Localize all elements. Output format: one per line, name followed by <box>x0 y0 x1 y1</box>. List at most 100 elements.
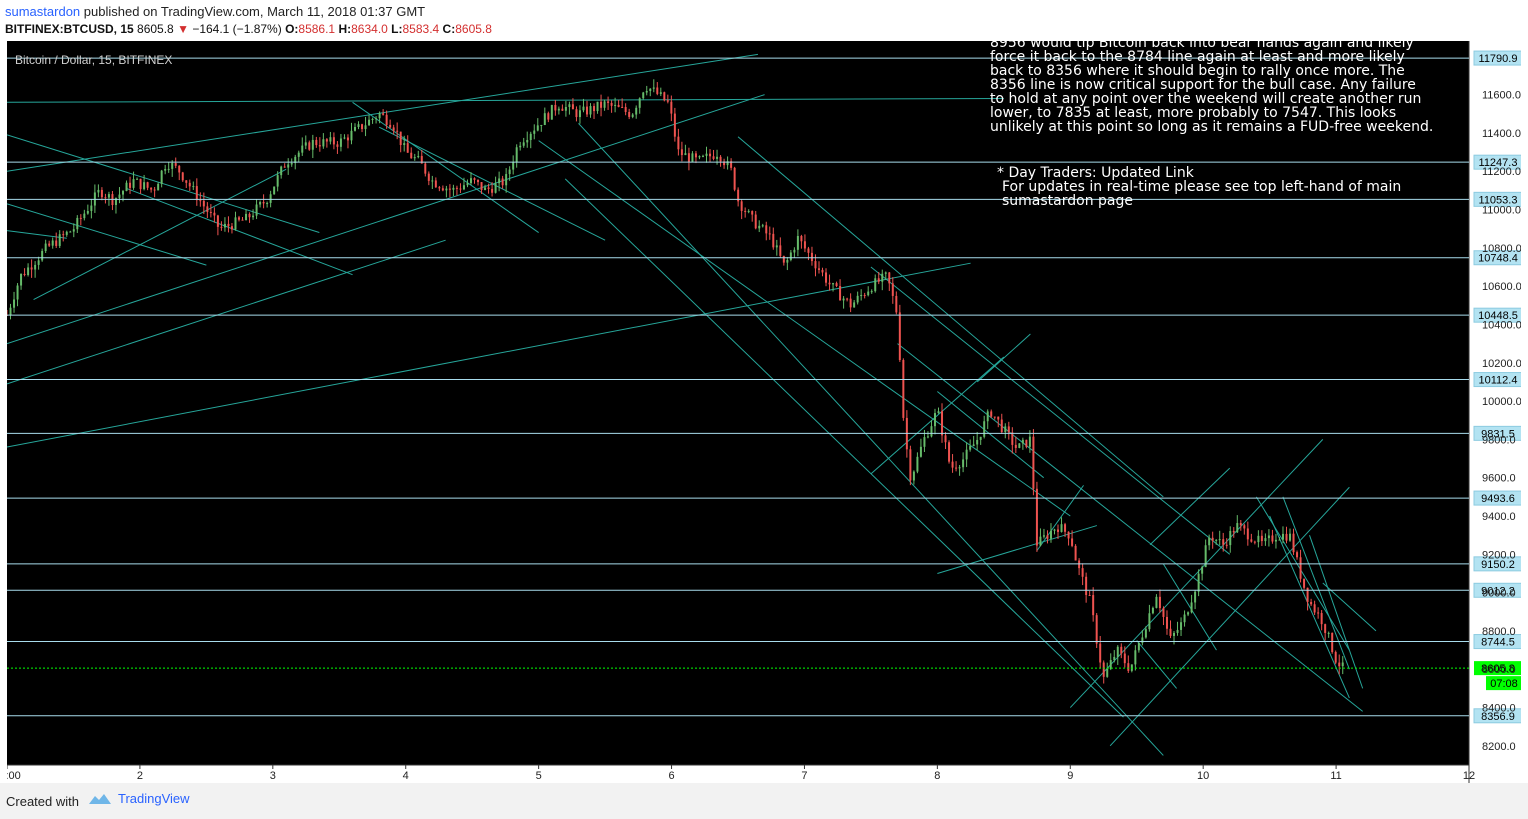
candle-body <box>687 153 690 162</box>
down-arrow-icon: ▼ <box>177 22 189 36</box>
candle-body <box>874 278 877 292</box>
candle-body <box>237 217 240 220</box>
candle-body <box>487 187 490 189</box>
candle-body <box>571 104 574 110</box>
candle-body <box>1151 607 1154 614</box>
author-link[interactable]: sumastardon <box>5 4 81 19</box>
candle-body <box>114 198 117 206</box>
candle-body <box>1317 612 1320 614</box>
candle-body <box>663 92 666 101</box>
candle-body <box>16 285 19 300</box>
candle-body <box>656 87 659 94</box>
high-label: H: <box>338 22 352 36</box>
candle-body <box>895 295 898 313</box>
candle-body <box>1144 629 1147 638</box>
price-level-label: 10448.5 <box>1478 310 1518 322</box>
candle-body <box>392 127 395 131</box>
x-tick-label: 2 <box>137 770 143 782</box>
candle-body <box>1331 632 1334 653</box>
candle-body <box>69 231 72 233</box>
y-tick-label: 9000.0 <box>1482 588 1516 600</box>
candle-body <box>332 137 335 145</box>
candle-body <box>1134 650 1137 665</box>
candle-body <box>860 295 863 297</box>
x-tick-label: 10 <box>1197 770 1209 782</box>
candle-body <box>536 125 539 131</box>
y-tick-label: 10600.0 <box>1482 281 1521 293</box>
candle-body <box>1281 533 1284 540</box>
candle-body <box>1060 524 1063 532</box>
y-tick-label: 10400.0 <box>1482 319 1521 331</box>
candle-body <box>1092 595 1095 616</box>
candle-body <box>839 286 842 301</box>
y-tick-label: 11400.0 <box>1482 128 1521 140</box>
candle-body <box>793 249 796 253</box>
candle-body <box>174 163 177 166</box>
trendline <box>33 168 287 301</box>
trendline <box>1255 496 1350 651</box>
candle-body <box>965 449 968 460</box>
candle-body <box>1296 552 1299 558</box>
candle-body <box>1334 652 1337 663</box>
candle-body <box>1253 541 1256 543</box>
candle-body <box>554 104 557 111</box>
chart-area[interactable]: 11790.9 11247.3 11053.3 10748.4 10448.5 10112… <box>7 41 1521 783</box>
candle-body <box>912 471 915 481</box>
candle-body <box>958 467 961 469</box>
candle-body <box>719 156 722 162</box>
candle-body <box>97 189 100 193</box>
candle-body <box>146 182 149 188</box>
candle-body <box>666 100 669 102</box>
candle-body <box>1148 613 1151 630</box>
countdown-label: 07:08 <box>1490 678 1518 690</box>
price-level-label: 8356.9 <box>1481 711 1515 723</box>
tradingview-link[interactable]: TradingView <box>88 791 190 806</box>
price-chart[interactable]: 11790.911247.311053.310748.410448.510112… <box>7 41 1521 783</box>
candle-body <box>209 211 212 213</box>
price-level-label-bg <box>1473 50 1521 66</box>
close-value: 8605.8 <box>455 22 492 36</box>
candle-body <box>1327 632 1330 634</box>
candle-body <box>150 187 153 190</box>
candle-body <box>772 233 775 248</box>
candle-body <box>255 204 258 216</box>
candle-body <box>129 182 132 188</box>
candle-body <box>1074 545 1077 561</box>
candle-body <box>1313 604 1316 613</box>
candle-body <box>434 180 437 188</box>
candle-body <box>659 92 662 94</box>
candle-body <box>30 267 33 270</box>
candle-body <box>361 124 364 130</box>
candle-body <box>1271 535 1274 542</box>
price-level-label-bg <box>1473 191 1521 207</box>
candle-body <box>202 200 205 207</box>
candle-body <box>642 92 645 99</box>
candle-body <box>157 183 160 191</box>
y-tick-label: 9200.0 <box>1482 549 1516 561</box>
y-tick-label: 9600.0 <box>1482 473 1516 485</box>
candle-body <box>976 439 979 445</box>
candle-body <box>691 153 694 162</box>
trendline <box>578 123 1164 756</box>
candle-body <box>842 298 845 301</box>
price-level-label-bg <box>1473 250 1521 266</box>
day-traders-line: * Day Traders: Updated Link <box>997 165 1195 181</box>
candle-body <box>336 144 339 147</box>
candle-body <box>227 223 230 227</box>
candle-body <box>199 200 202 202</box>
trendline <box>564 178 1124 718</box>
candle-body <box>990 411 993 417</box>
last-price: 8605.8 <box>137 22 174 36</box>
candle-body <box>501 178 504 186</box>
candle-body <box>652 87 655 89</box>
candle-body <box>621 106 624 108</box>
candle-body <box>1218 539 1221 541</box>
candle-body <box>1088 594 1091 596</box>
candle-body <box>364 125 367 130</box>
price-level-label-bg <box>1473 582 1521 598</box>
trendline <box>352 101 539 233</box>
candle-body <box>318 145 321 147</box>
candle-body <box>455 187 458 189</box>
candle-body <box>1099 643 1102 663</box>
candle-body <box>273 186 276 195</box>
